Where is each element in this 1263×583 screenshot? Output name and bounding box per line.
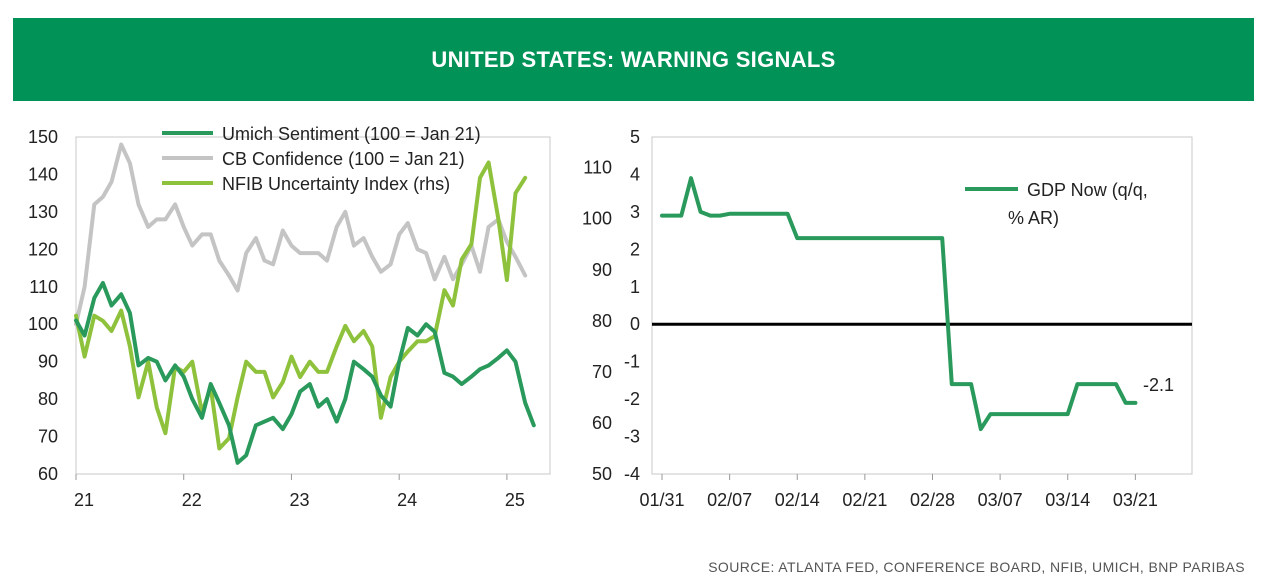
right-y-tick-label: -2 [624,389,640,409]
left-y-tick-label: 90 [38,352,58,372]
left-right-y-tick-label: 80 [592,311,612,331]
left-right-y-tick-label: 60 [592,413,612,433]
left-chart-series [74,142,536,465]
left-x-axis-ticks: 21 22 23 24 25 [74,474,525,510]
legend-label-umich: Umich Sentiment (100 = Jan 21) [222,124,481,144]
right-x-tick-label: 03/21 [1113,490,1158,510]
left-right-y-axis-ticks: 50 60 70 80 90 100 110 [582,158,612,484]
series-line-gdp-now [660,176,1138,432]
left-right-y-tick-label: 70 [592,362,612,382]
right-legend: GDP Now (q/q, % AR) [965,180,1148,228]
left-y-tick-label: 130 [28,202,58,222]
left-right-y-tick-label: 100 [582,209,612,229]
left-y-tick-label: 150 [28,127,58,147]
right-x-axis-ticks: 01/31 02/07 02/14 02/21 02/28 03/07 03/14 03/21 [639,474,1158,510]
right-y-tick-label: -4 [624,464,640,484]
left-y-tick-label: 80 [38,389,58,409]
left-right-y-tick-label: 90 [592,260,612,280]
gdp-last-value-label: -2.1 [1143,375,1174,395]
right-x-tick-label: 02/07 [707,490,752,510]
right-x-tick-label: 02/14 [775,490,820,510]
header-banner: UNITED STATES: WARNING SIGNALS [13,18,1254,101]
left-right-y-tick-label: 50 [592,464,612,484]
right-y-tick-label: 5 [630,127,640,147]
right-y-tick-label: -3 [624,427,640,447]
right-x-tick-label: 03/14 [1045,490,1090,510]
right-y-tick-label: 2 [630,239,640,259]
legend-label-gdp-line2: % AR) [1008,208,1059,228]
series-line-umich [74,281,536,465]
left-x-tick-label: 21 [74,490,94,510]
left-chart-frame [75,136,551,475]
left-x-tick-label: 24 [397,490,417,510]
series-line-cb [74,142,528,327]
left-y-tick-label: 120 [28,239,58,259]
right-y-tick-label: 4 [630,164,640,184]
left-y-tick-label: 100 [28,314,58,334]
right-chart-frame [651,136,1193,475]
page-title: UNITED STATES: WARNING SIGNALS [431,46,836,72]
right-x-tick-label: 02/28 [910,490,955,510]
left-legend: Umich Sentiment (100 = Jan 21) CB Confid… [162,124,481,194]
legend-label-gdp-line1: GDP Now (q/q, [1027,180,1148,200]
right-y-tick-label: -1 [624,352,640,372]
legend-label-cb: CB Confidence (100 = Jan 21) [222,149,465,169]
left-x-tick-label: 25 [505,490,525,510]
right-y-tick-label: 1 [630,277,640,297]
left-x-tick-label: 23 [289,490,309,510]
right-chart: 5 4 3 2 1 0 -1 -2 -3 -4 01/31 02/07 02/14 02/21 02/28… [624,127,1193,510]
left-right-y-tick-label: 110 [583,158,612,178]
right-x-tick-label: 03/07 [978,490,1023,510]
left-y-tick-label: 140 [28,164,58,184]
left-y-axis-ticks: 60 70 80 90 100 110 120 130 140 150 [28,127,58,484]
left-y-tick-label: 60 [38,464,58,484]
right-chart-series [660,176,1138,432]
right-y-tick-label: 0 [630,314,640,334]
right-y-tick-label: 3 [630,202,640,222]
source-note: SOURCE: ATLANTA FED, CONFERENCE BOARD, N… [708,559,1245,575]
series-line-nfib [74,160,528,451]
legend-label-nfib: NFIB Uncertainty Index (rhs) [222,174,450,194]
left-chart: 60 70 80 90 100 110 120 130 140 150 50 60 70 80 90 100… [28,124,612,510]
left-y-tick-label: 110 [29,277,58,297]
right-x-tick-label: 01/31 [639,490,684,510]
right-x-tick-label: 02/21 [842,490,887,510]
left-y-tick-label: 70 [38,427,58,447]
left-x-tick-label: 22 [182,490,202,510]
right-y-axis-ticks: 5 4 3 2 1 0 -1 -2 -3 -4 [624,127,640,484]
